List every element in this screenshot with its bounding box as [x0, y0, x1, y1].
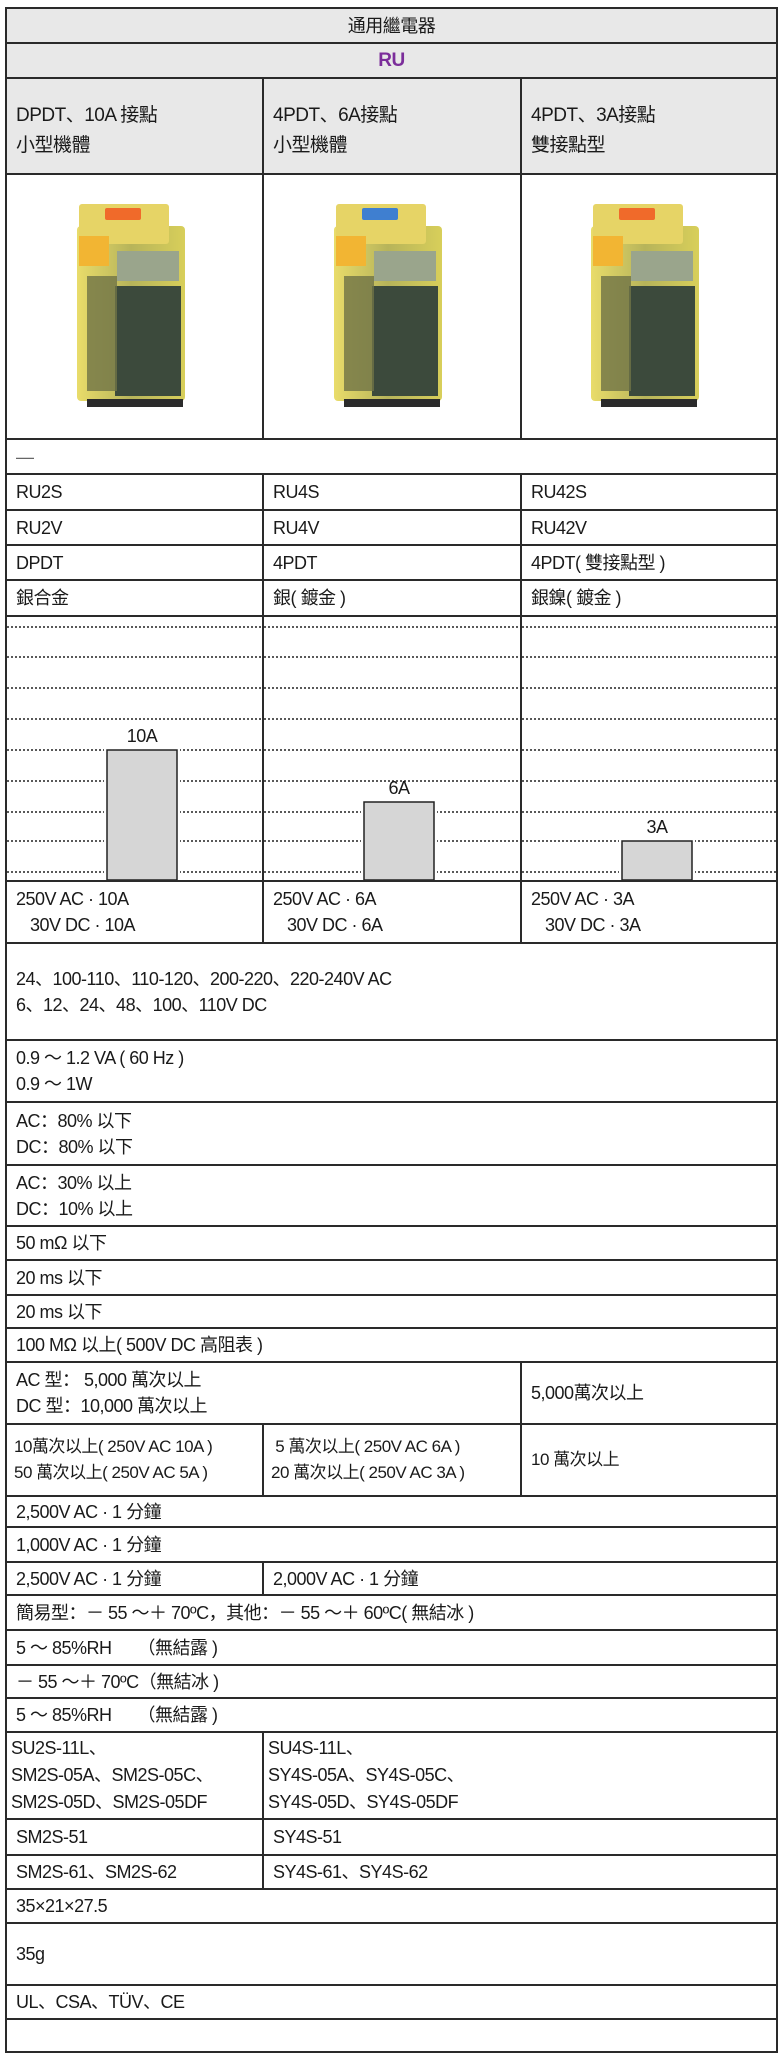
model-header: DPDT、10A 接點 小型機體 — [5, 77, 264, 175]
series-name: RU — [4, 42, 779, 79]
relay-lever — [336, 235, 366, 266]
relay-lever — [593, 235, 623, 266]
relay-label — [116, 250, 179, 281]
plug-in-model: RU42S — [519, 473, 779, 511]
rated-load: 250V AC · 10A 30V DC · 10A — [5, 880, 264, 944]
electrical-life: 10萬次以上( 250V AC 10A ) 50 萬次以上( 250V AC 5A… — [5, 1423, 264, 1497]
insulation-resistance: 100 MΩ 以上( 500V DC 高阻表 ) — [4, 1327, 779, 1363]
relay-base — [344, 398, 440, 407]
relay-top-cap — [78, 203, 169, 244]
approvals: UL、CSA、TÜV、CE — [4, 1984, 779, 2020]
storage-temperature: － 55 ～＋ 70ºC（無結冰 ) — [4, 1664, 779, 1699]
relay-top-cap — [336, 203, 426, 244]
pcb-model: RU42V — [519, 509, 779, 546]
contact-config: 4PDT( 雙接點型 ) — [519, 544, 779, 581]
relay-side — [601, 275, 631, 391]
relay-photo — [5, 173, 264, 440]
relay-base — [86, 398, 183, 407]
relay-lever — [78, 235, 109, 266]
dielectric-strength: 2,500V AC · 1 分鐘 — [4, 1495, 779, 1528]
data-label: 6A — [388, 778, 410, 798]
indicator-icon — [362, 207, 398, 220]
operating-humidity: 5 ～ 85%RH （無結露 ) — [4, 1629, 779, 1666]
rated-load: 250V AC · 6A 30V DC · 6A — [262, 880, 522, 944]
pickup-voltage: AC：80% 以下 DC：80% 以下 — [4, 1101, 779, 1166]
dielectric-strength: 2,000V AC · 1 分鐘 — [261, 1561, 779, 1596]
relay-coil — [372, 285, 438, 396]
socket-list: SU2S-11L、 SM2S-05A、SM2S-05C、 SM2S-05D、SM2S… — [5, 1731, 264, 1820]
bar-10A — [106, 749, 178, 879]
electrical-life: 5 萬次以上( 250V AC 6A ) 20 萬次以上( 250V AC 3A … — [262, 1423, 522, 1497]
contact-material: 銀( 鍍金 ) — [262, 579, 522, 617]
socket-51: SY4S-51 — [261, 1818, 779, 1856]
chart-cell: 6A — [262, 615, 522, 882]
relay-coil — [629, 285, 695, 396]
operating-temperature: 簡易型：－ 55 ～＋ 70ºC，其他：－ 55 ～＋ 60ºC( 無結冰 ) — [4, 1594, 779, 1631]
contact-config: 4PDT — [262, 544, 522, 581]
relay-side — [344, 275, 374, 391]
socket-61: SY4S-61、SY4S-62 — [261, 1854, 779, 1890]
electrical-life: 10 萬次以上 — [519, 1423, 779, 1497]
socket-61: SM2S-61、SM2S-62 — [5, 1854, 264, 1890]
dash-row: — — [4, 438, 779, 475]
release-time: 20 ms 以下 — [4, 1294, 779, 1329]
dielectric-strength: 1,000V AC · 1 分鐘 — [4, 1526, 779, 1563]
relay-image — [76, 203, 185, 407]
model-header: 4PDT、6A接點 小型機體 — [262, 77, 522, 175]
bar-3A — [621, 840, 693, 879]
contact-resistance: 50 mΩ 以下 — [4, 1225, 779, 1261]
relay-top-cap — [593, 203, 683, 244]
relay-base — [601, 398, 697, 407]
contact-material: 銀合金 — [5, 579, 264, 617]
relay-coil — [114, 285, 181, 396]
relay-image — [334, 203, 442, 407]
chart-cell: 3A — [519, 615, 779, 882]
dielectric-strength: 2,500V AC · 1 分鐘 — [5, 1561, 264, 1596]
rated-load: 250V AC · 3A 30V DC · 3A — [519, 880, 779, 944]
chart-cell: 10A — [5, 615, 264, 882]
dimensions: 35×21×27.5 — [4, 1888, 779, 1924]
storage-humidity: 5 ～ 85%RH （無結露 ) — [4, 1697, 779, 1733]
contact-material: 銀鎳( 鍍金 ) — [519, 579, 779, 617]
pcb-model: RU4V — [262, 509, 522, 546]
contact-config: DPDT — [5, 544, 264, 581]
operate-time: 20 ms 以下 — [4, 1259, 779, 1296]
relay-side — [86, 275, 117, 391]
current-bar-chart: 3A — [523, 626, 776, 879]
bar-6A — [363, 801, 435, 879]
pcb-model: RU2V — [5, 509, 264, 546]
plug-in-model: RU4S — [262, 473, 522, 511]
data-label: 10A — [127, 726, 158, 746]
model-header: 4PDT、3A接點 雙接點型 — [519, 77, 779, 175]
dropout-voltage: AC：30% 以上 DC：10% 以上 — [4, 1164, 779, 1227]
mechanical-life-ru42: 5,000萬次以上 — [519, 1361, 779, 1425]
indicator-icon — [104, 207, 141, 220]
weight: 35g — [4, 1922, 779, 1986]
mechanical-life: AC 型： 5,000 萬次以上 DC 型：10,000 萬次以上 — [5, 1361, 522, 1425]
indicator-icon — [619, 207, 655, 220]
socket-51: SM2S-51 — [5, 1818, 264, 1856]
relay-photo — [262, 173, 522, 440]
current-bar-chart: 6A — [265, 626, 519, 879]
power-consumption: 0.9 ～ 1.2 VA ( 60 Hz ) 0.9 ～ 1W — [4, 1039, 779, 1103]
relay-spec-table: 通用繼電器 RU DPDT、10A 接點 小型機體 4PDT、6A接點 小型機體 4… — [4, 7, 779, 2053]
relay-label — [631, 250, 693, 281]
current-bar-chart: 10A — [8, 626, 261, 879]
table-title: 通用繼電器 — [4, 7, 779, 44]
relay-photo — [519, 173, 779, 440]
socket-list: SU4S-11L、 SY4S-05A、SY4S-05C、 SY4S-05D、SY4S… — [261, 1731, 779, 1820]
data-label: 3A — [646, 817, 668, 837]
relay-label — [374, 250, 436, 281]
plug-in-model: RU2S — [5, 473, 264, 511]
coil-voltage: 24、100-110、110-120、200-220、220-240V AC 6、… — [4, 942, 779, 1041]
relay-image — [591, 203, 699, 407]
empty-row — [4, 2018, 779, 2053]
